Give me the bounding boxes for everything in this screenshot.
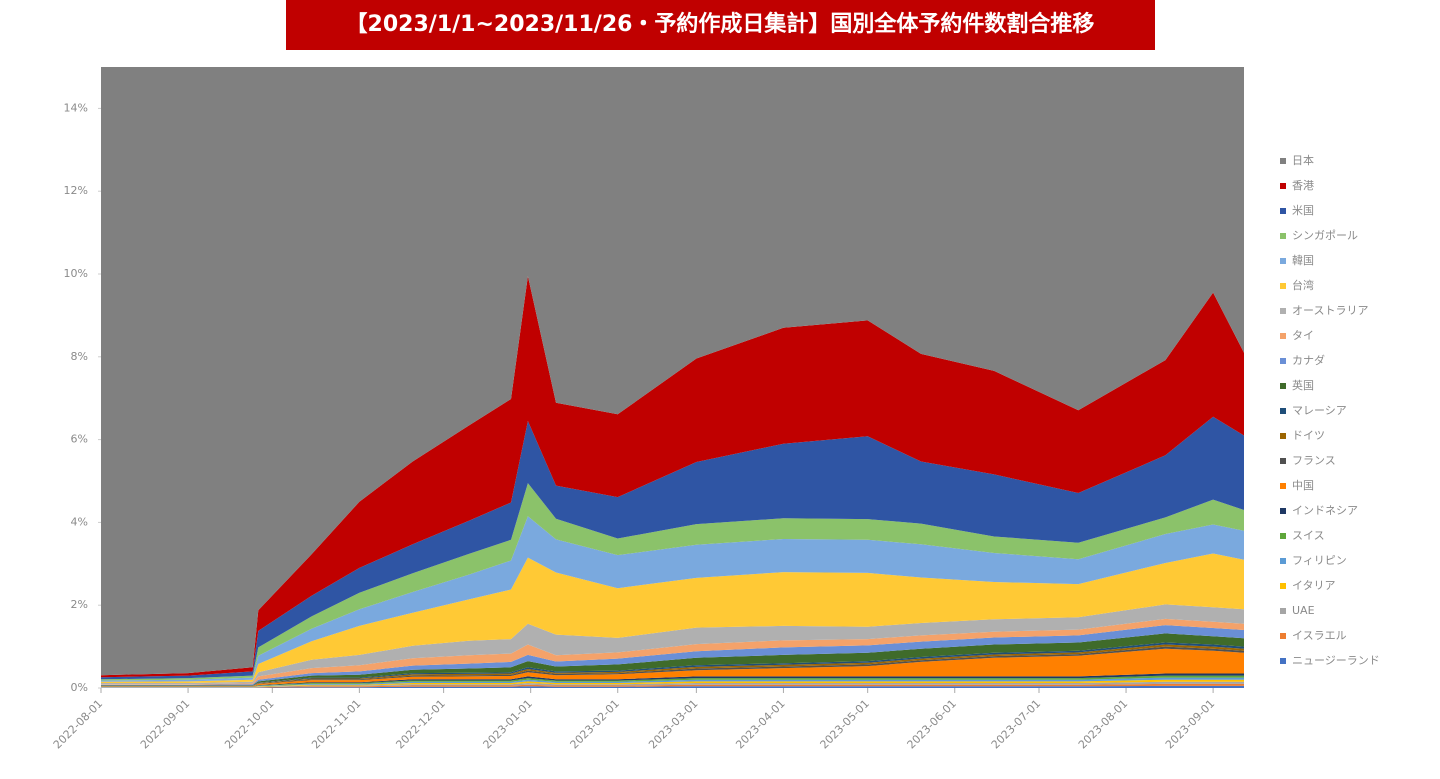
legend-swatch <box>1280 158 1286 164</box>
area <box>101 618 1244 685</box>
y-tick-label: 10% <box>64 267 88 280</box>
legend-label: 中国 <box>1292 479 1314 492</box>
x-tick-label: 2022-11-01 <box>309 697 363 751</box>
area <box>101 516 1244 682</box>
legend-label: タイ <box>1292 329 1314 342</box>
x-tick-label: 2023-03-01 <box>646 697 700 751</box>
x-tick-label: 2023-07-01 <box>989 697 1043 751</box>
y-tick-label: 4% <box>71 515 88 528</box>
x-tick-label: 2023-08-01 <box>1076 697 1130 751</box>
legend-swatch <box>1280 458 1286 464</box>
legend-swatch <box>1280 233 1286 239</box>
y-tick-label: 2% <box>71 598 88 611</box>
legend-label: カナダ <box>1292 353 1325 367</box>
y-tick-label: 0% <box>71 681 88 694</box>
legend-label: スイス <box>1292 529 1325 542</box>
legend-swatch <box>1280 608 1286 614</box>
x-tick-label: 2022-10-01 <box>222 697 276 751</box>
legend-label: 台湾 <box>1292 278 1314 292</box>
area <box>101 648 1244 687</box>
legend-swatch <box>1280 533 1286 539</box>
legend-label: インドネシア <box>1292 504 1358 517</box>
area <box>101 633 1244 686</box>
legend-label: シンガポール <box>1292 229 1358 242</box>
legend-label: オーストラリア <box>1292 304 1368 317</box>
x-tick-label: 2022-12-01 <box>393 697 447 751</box>
title-banner <box>286 0 1155 50</box>
area <box>101 685 1244 688</box>
legend-swatch <box>1280 658 1286 664</box>
legend-swatch <box>1280 358 1286 364</box>
y-tick-label: 6% <box>71 433 88 446</box>
x-tick-label: 2023-05-01 <box>818 697 872 751</box>
area <box>101 276 1244 678</box>
legend-label: マレーシア <box>1292 404 1347 417</box>
area <box>101 646 1244 687</box>
x-tick-label: 2023-02-01 <box>568 697 622 751</box>
legend-swatch <box>1280 308 1286 314</box>
legend-swatch <box>1280 208 1286 214</box>
y-tick-label: 8% <box>71 350 88 363</box>
area <box>101 673 1244 687</box>
x-tick-label: 2023-01-01 <box>481 697 535 751</box>
legend-label: イタリア <box>1292 579 1336 592</box>
legend-label: イスラエル <box>1292 629 1347 642</box>
x-tick-label: 2022-09-01 <box>138 697 192 751</box>
legend-swatch <box>1280 433 1286 439</box>
area <box>101 625 1244 686</box>
legend-label: フランス <box>1292 454 1336 467</box>
legend-label: フィリピン <box>1292 554 1347 567</box>
legend-swatch <box>1280 558 1286 564</box>
x-tick-label: 2023-04-01 <box>733 697 787 751</box>
legend-swatch <box>1280 183 1286 189</box>
legend-label: 韓国 <box>1292 254 1314 267</box>
legend-swatch <box>1280 408 1286 414</box>
area <box>101 483 1244 681</box>
area <box>101 679 1244 688</box>
area <box>101 416 1244 680</box>
x-tick-label: 2022-08-01 <box>51 697 105 751</box>
area <box>101 683 1244 688</box>
area <box>101 644 1244 686</box>
x-tick-label: 2023-09-01 <box>1163 697 1217 751</box>
legend-swatch <box>1280 258 1286 264</box>
area <box>101 677 1244 688</box>
legend-swatch <box>1280 483 1286 489</box>
legend-label: 日本 <box>1292 153 1314 167</box>
area <box>101 642 1244 686</box>
chart-title: 【2023/1/1~2023/11/26・予約作成日集計】国別全体予約件数割合推… <box>346 11 1095 37</box>
legend-swatch <box>1280 333 1286 339</box>
x-tick-label: 2023-06-01 <box>905 697 959 751</box>
y-tick-label: 14% <box>64 101 88 114</box>
legend-swatch <box>1280 508 1286 514</box>
legend-label: ドイツ <box>1292 429 1325 442</box>
legend-label: 英国 <box>1292 378 1314 392</box>
area <box>101 67 1244 676</box>
legend-label: UAE <box>1292 604 1315 617</box>
y-tick-label: 12% <box>64 184 88 197</box>
legend-swatch <box>1280 583 1286 589</box>
legend-swatch <box>1280 283 1286 289</box>
legend-swatch <box>1280 633 1286 639</box>
area <box>101 604 1244 685</box>
area <box>101 675 1244 687</box>
legend-swatch <box>1280 383 1286 389</box>
areas <box>101 67 1244 688</box>
area <box>101 553 1244 683</box>
area <box>101 681 1244 688</box>
legend-label: 香港 <box>1292 179 1314 192</box>
legend-label: ニュージーランド <box>1292 654 1380 667</box>
legend-label: 米国 <box>1292 204 1314 217</box>
